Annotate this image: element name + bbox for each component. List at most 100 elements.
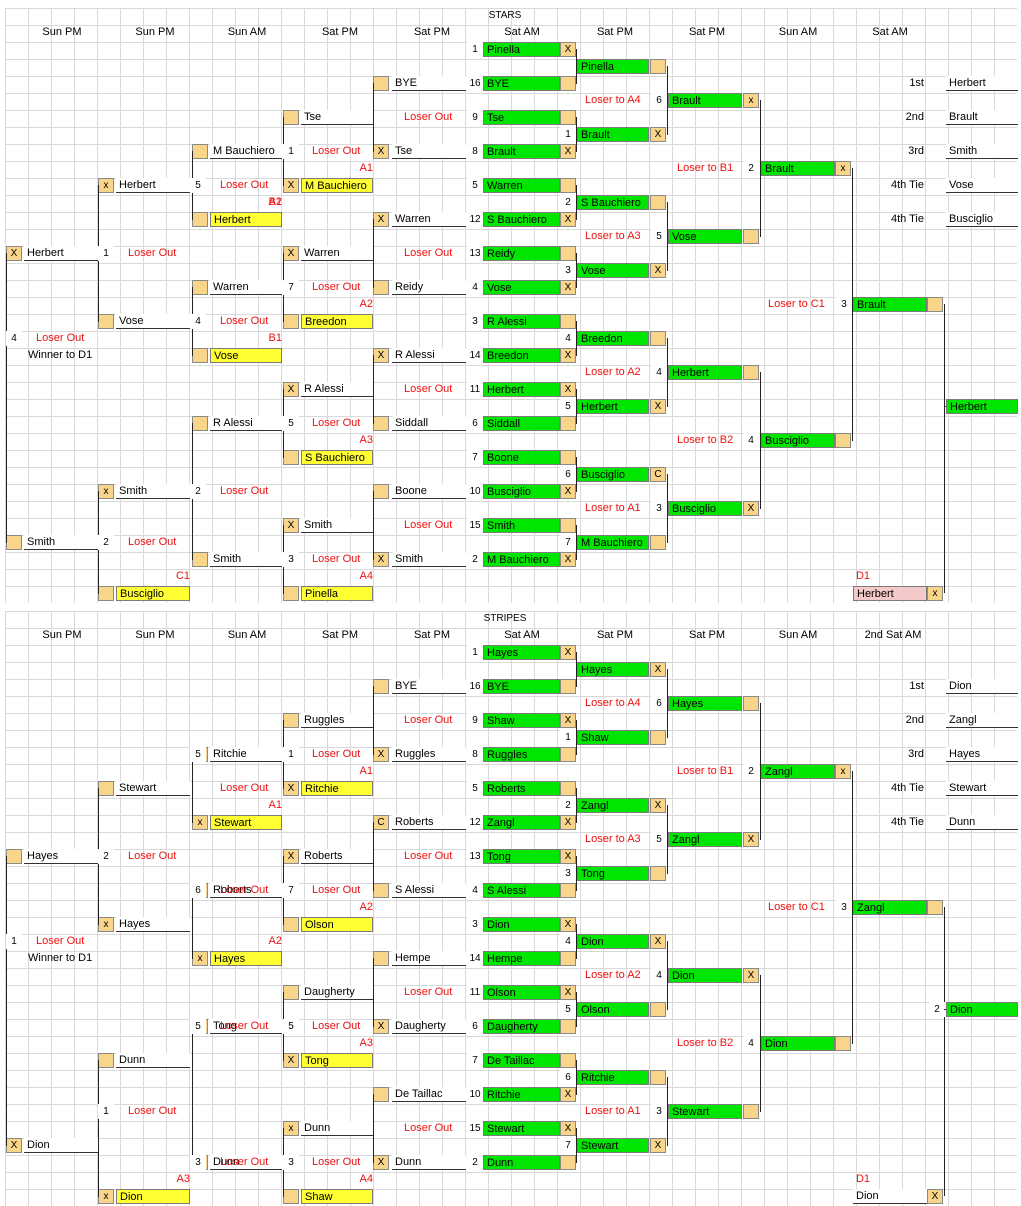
seed-player[interactable]: M Bauchiero (483, 552, 560, 567)
result-mark-box[interactable] (192, 280, 208, 295)
result-mark-box[interactable] (283, 586, 299, 601)
consolation-player[interactable]: Warren (392, 212, 466, 227)
result-mark-box[interactable]: x (98, 917, 114, 932)
seed-player[interactable]: De Taillac (483, 1053, 560, 1068)
result-mark-box[interactable] (373, 76, 389, 91)
result-mark-box[interactable] (560, 178, 576, 193)
winner-player[interactable]: Hayes (668, 696, 742, 711)
result-mark-box[interactable]: X (560, 917, 576, 932)
result-mark-box[interactable] (283, 917, 299, 932)
result-mark-box[interactable] (6, 849, 22, 864)
result-mark-box[interactable]: X (373, 348, 389, 363)
result-mark-box[interactable] (927, 297, 943, 312)
winner-player[interactable]: Brault (577, 127, 649, 142)
result-mark-box[interactable]: X (650, 127, 666, 142)
seed-player[interactable]: Reidy (483, 246, 560, 261)
result-mark-box[interactable] (373, 484, 389, 499)
result-mark-box[interactable]: X (6, 1138, 22, 1153)
consolation-player[interactable]: Siddall (392, 416, 466, 431)
result-mark-box[interactable] (560, 1019, 576, 1034)
result-mark-box[interactable] (650, 1002, 666, 1017)
result-mark-box[interactable] (650, 1070, 666, 1085)
result-mark-box[interactable] (192, 212, 208, 227)
result-mark-box[interactable] (560, 246, 576, 261)
result-mark-box[interactable] (560, 518, 576, 533)
consolation-player[interactable]: Stewart (210, 815, 282, 830)
result-mark-box[interactable]: X (560, 815, 576, 830)
result-mark-box[interactable]: X (560, 144, 576, 159)
result-mark-box[interactable] (560, 781, 576, 796)
result-mark-box[interactable]: C (650, 467, 666, 482)
result-mark-box[interactable]: x (283, 1121, 299, 1136)
result-mark-box[interactable]: X (743, 501, 759, 516)
result-mark-box[interactable] (650, 59, 666, 74)
consolation-player[interactable]: Olson (301, 917, 373, 932)
result-mark-box[interactable] (98, 781, 114, 796)
winner-player[interactable]: Stewart (577, 1138, 649, 1153)
result-mark-box[interactable]: X (373, 1155, 389, 1170)
seed-player[interactable]: Olson (483, 985, 560, 1000)
result-mark-box[interactable] (283, 985, 299, 1000)
consolation-player[interactable]: Stewart (116, 781, 190, 796)
winner-player[interactable]: Tong (577, 866, 649, 881)
seed-player[interactable]: Breedon (483, 348, 560, 363)
consolation-player[interactable]: Herbert (24, 246, 98, 261)
seed-player[interactable]: Daugherty (483, 1019, 560, 1034)
result-mark-box[interactable]: X (743, 968, 759, 983)
consolation-player[interactable]: Smith (24, 535, 98, 550)
result-mark-box[interactable] (373, 280, 389, 295)
consolation-player[interactable]: Ritchie (301, 781, 373, 796)
seed-player[interactable]: Zangl (483, 815, 560, 830)
winner-player[interactable]: Herbert (668, 365, 742, 380)
winner-player[interactable]: Pinella (577, 59, 649, 74)
result-mark-box[interactable] (743, 365, 759, 380)
consolation-player[interactable]: R Alessi (392, 348, 466, 363)
consolation-player[interactable]: Hayes (24, 849, 98, 864)
consolation-player[interactable]: Tong (210, 1019, 282, 1034)
result-mark-box[interactable]: x (743, 93, 759, 108)
result-mark-box[interactable] (373, 883, 389, 898)
result-mark-box[interactable] (283, 110, 299, 125)
result-mark-box[interactable]: X (560, 42, 576, 57)
consolation-player[interactable]: Busciglio (116, 586, 190, 601)
result-mark-box[interactable]: X (560, 348, 576, 363)
consolation-player[interactable]: Vose (210, 348, 282, 363)
winner-player[interactable]: Zangl (761, 764, 835, 779)
result-mark-box[interactable] (650, 866, 666, 881)
seed-player[interactable]: Ritchie (483, 1087, 560, 1102)
result-mark-box[interactable]: X (373, 212, 389, 227)
result-mark-box[interactable] (835, 1036, 851, 1051)
result-mark-box[interactable] (560, 883, 576, 898)
seed-player[interactable]: Dunn (483, 1155, 560, 1170)
consolation-player[interactable]: Pinella (301, 586, 373, 601)
result-mark-box[interactable]: x (927, 586, 943, 601)
winner-player[interactable]: Stewart (668, 1104, 742, 1119)
champion-player[interactable]: Herbert (946, 399, 1018, 414)
result-mark-box[interactable]: x (98, 178, 114, 193)
d1-player[interactable]: Herbert (853, 586, 927, 601)
result-mark-box[interactable]: x (835, 161, 851, 176)
result-mark-box[interactable]: X (373, 1019, 389, 1034)
result-mark-box[interactable] (98, 1053, 114, 1068)
consolation-player[interactable]: Warren (301, 246, 373, 261)
seed-player[interactable]: Hempe (483, 951, 560, 966)
result-mark-box[interactable]: X (560, 985, 576, 1000)
consolation-player[interactable]: Vose (116, 314, 190, 329)
consolation-player[interactable]: Ruggles (301, 713, 373, 728)
result-mark-box[interactable]: X (560, 1087, 576, 1102)
seed-player[interactable]: BYE (483, 76, 560, 91)
seed-player[interactable]: Smith (483, 518, 560, 533)
consolation-player[interactable]: Ruggles (392, 747, 466, 762)
seed-player[interactable]: Boone (483, 450, 560, 465)
winner-player[interactable]: Breedon (577, 331, 649, 346)
winner-player[interactable]: Brault (853, 297, 927, 312)
result-mark-box[interactable]: X (283, 178, 299, 193)
consolation-player[interactable]: M Bauchiero (210, 144, 282, 159)
winner-player[interactable]: Zangl (668, 832, 742, 847)
result-mark-box[interactable] (560, 416, 576, 431)
consolation-player[interactable]: Warren (210, 280, 282, 295)
result-mark-box[interactable]: X (283, 382, 299, 397)
consolation-player[interactable]: Hempe (392, 951, 466, 966)
result-mark-box[interactable] (560, 1053, 576, 1068)
consolation-player[interactable]: Smith (301, 518, 373, 533)
